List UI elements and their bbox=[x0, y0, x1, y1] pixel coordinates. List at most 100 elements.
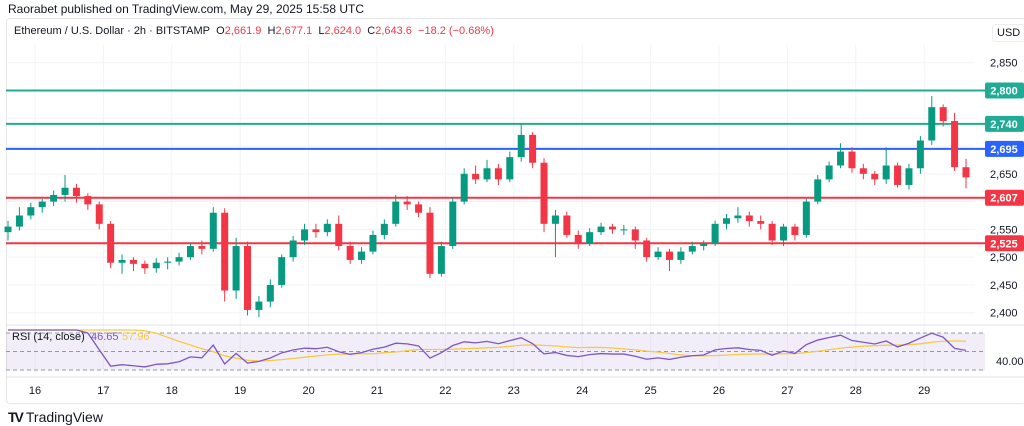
candle bbox=[415, 201, 423, 218]
candle bbox=[529, 132, 537, 169]
candle bbox=[38, 198, 46, 213]
level-label: 2,695 bbox=[990, 144, 1018, 156]
candle-body bbox=[95, 204, 103, 224]
candle bbox=[540, 158, 548, 233]
candle bbox=[72, 183, 80, 203]
x-tick-label: 25 bbox=[644, 385, 656, 397]
candle bbox=[494, 163, 502, 185]
candle bbox=[312, 223, 320, 238]
rsi-value: 46.65 bbox=[91, 331, 119, 343]
y-tick-label: 2,450 bbox=[990, 280, 1018, 292]
candle bbox=[4, 221, 12, 241]
candle bbox=[563, 211, 571, 238]
candle bbox=[871, 171, 879, 185]
candle-body bbox=[403, 201, 411, 205]
candle-body bbox=[688, 246, 696, 252]
publisher-line: Raorabet published on TradingView.com, M… bbox=[8, 2, 364, 16]
candle-body bbox=[255, 301, 263, 310]
candle bbox=[152, 258, 160, 273]
x-tick-label: 27 bbox=[781, 385, 793, 397]
candle bbox=[780, 223, 788, 247]
candle-body bbox=[426, 212, 434, 274]
candle bbox=[198, 240, 206, 255]
candle-body bbox=[723, 218, 730, 224]
candle-body bbox=[871, 173, 879, 180]
candle bbox=[848, 147, 856, 173]
candle-body bbox=[574, 234, 582, 244]
candle bbox=[141, 260, 149, 274]
candle-body bbox=[15, 215, 23, 227]
candle-body bbox=[437, 246, 445, 274]
candle bbox=[665, 248, 673, 272]
candle bbox=[962, 158, 970, 189]
candle-body bbox=[221, 212, 229, 291]
candle-body bbox=[734, 215, 742, 219]
candle-body bbox=[209, 212, 217, 249]
candle bbox=[335, 215, 343, 251]
candle-body bbox=[848, 151, 856, 169]
x-tick-label: 23 bbox=[508, 385, 520, 397]
candle bbox=[61, 174, 69, 202]
x-tick-label: 21 bbox=[371, 385, 383, 397]
y-tick-label: 2,400 bbox=[990, 308, 1018, 320]
candle-body bbox=[358, 251, 366, 260]
candle-body bbox=[825, 165, 833, 180]
candle-body bbox=[517, 134, 525, 158]
candle-body bbox=[951, 121, 959, 168]
candle-body bbox=[928, 107, 936, 141]
y-tick-label: 2,500 bbox=[990, 252, 1018, 264]
candle bbox=[266, 279, 274, 308]
candle bbox=[791, 223, 799, 241]
candle-body bbox=[780, 226, 788, 241]
tv-logo-icon: TV bbox=[8, 409, 24, 425]
low-label: L bbox=[318, 25, 325, 37]
candle bbox=[164, 257, 172, 270]
candle bbox=[232, 237, 240, 299]
tradingview-logo[interactable]: TV TradingView bbox=[8, 409, 103, 425]
level-label-box bbox=[985, 189, 1024, 206]
low-value: 2,624.0 bbox=[324, 25, 362, 37]
candle-body bbox=[301, 229, 309, 241]
candle bbox=[460, 168, 468, 205]
candle bbox=[620, 224, 628, 235]
candle bbox=[928, 96, 936, 145]
candle-body bbox=[859, 168, 867, 174]
candle-body bbox=[745, 215, 753, 222]
level-label: 2,800 bbox=[990, 85, 1018, 97]
symbol-name: Ethereum / U.S. Dollar · 2h · BITSTAMP bbox=[14, 25, 211, 37]
candle-body bbox=[472, 173, 480, 180]
candle bbox=[574, 230, 582, 249]
candle bbox=[677, 247, 685, 264]
candle bbox=[951, 112, 959, 172]
level-label: 2,525 bbox=[990, 238, 1018, 250]
y-tick-label: 2,850 bbox=[990, 58, 1018, 70]
candle-body bbox=[620, 229, 628, 231]
candle-body bbox=[654, 251, 662, 258]
candle-body bbox=[711, 223, 719, 244]
x-tick-label: 22 bbox=[439, 385, 451, 397]
candle bbox=[814, 174, 822, 205]
candle-body bbox=[551, 215, 559, 224]
candle bbox=[437, 241, 445, 277]
candle bbox=[894, 162, 902, 188]
currency-button[interactable]: USD bbox=[992, 24, 1024, 42]
candle-body bbox=[72, 187, 80, 197]
candle-body bbox=[392, 201, 400, 224]
change-value: −18.2 (−0.68%) bbox=[418, 25, 494, 37]
candle bbox=[380, 219, 388, 240]
candle-body bbox=[791, 226, 799, 235]
candle bbox=[586, 228, 594, 247]
candle-body bbox=[597, 226, 605, 233]
candle-body bbox=[107, 223, 115, 263]
candle-body bbox=[882, 165, 890, 180]
candle-body bbox=[118, 259, 126, 263]
candle bbox=[745, 211, 753, 227]
candle-body bbox=[164, 261, 172, 263]
open-value: 2,661.9 bbox=[224, 25, 262, 37]
candle bbox=[186, 243, 194, 260]
candle bbox=[882, 147, 890, 184]
candle-body bbox=[129, 259, 137, 264]
candle-body bbox=[916, 140, 924, 169]
candle bbox=[506, 151, 514, 183]
